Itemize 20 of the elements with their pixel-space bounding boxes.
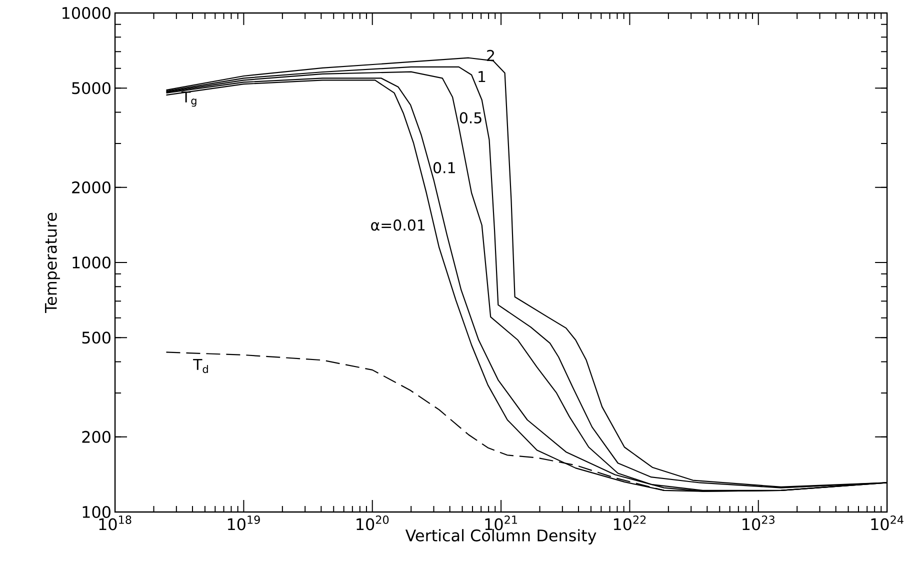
y-tick-label: 2000: [72, 181, 110, 194]
x-tick-label: 10$^{22}$: [614, 516, 646, 530]
y-tick-label: 1000: [72, 256, 110, 269]
y-tick-label: 500: [82, 332, 110, 344]
series-label: α=0.01: [371, 219, 425, 231]
x-tick-label: 10$^{21}$: [485, 516, 517, 530]
x-tick-label: 10$^{19}$: [228, 516, 260, 530]
series-label: 0.5: [460, 112, 482, 124]
x-tick-label: 10$^{20}$: [356, 516, 389, 530]
x-tick-label: 10$^{23}$: [742, 516, 774, 530]
y-tick-label: 10000: [62, 6, 110, 20]
y-tick-label: 5000: [72, 82, 110, 94]
y-axis-title: Temperature: [45, 212, 60, 314]
series-label: 1: [478, 71, 486, 82]
series-label: T$_{d}$: [193, 359, 208, 374]
x-axis-title: Vertical Column Density: [405, 529, 596, 545]
series-label: 0.1: [434, 162, 455, 174]
y-tick-label: 200: [82, 430, 110, 443]
y-tick-label: 100: [82, 506, 110, 518]
x-tick-label: 10$^{24}$: [871, 516, 904, 530]
